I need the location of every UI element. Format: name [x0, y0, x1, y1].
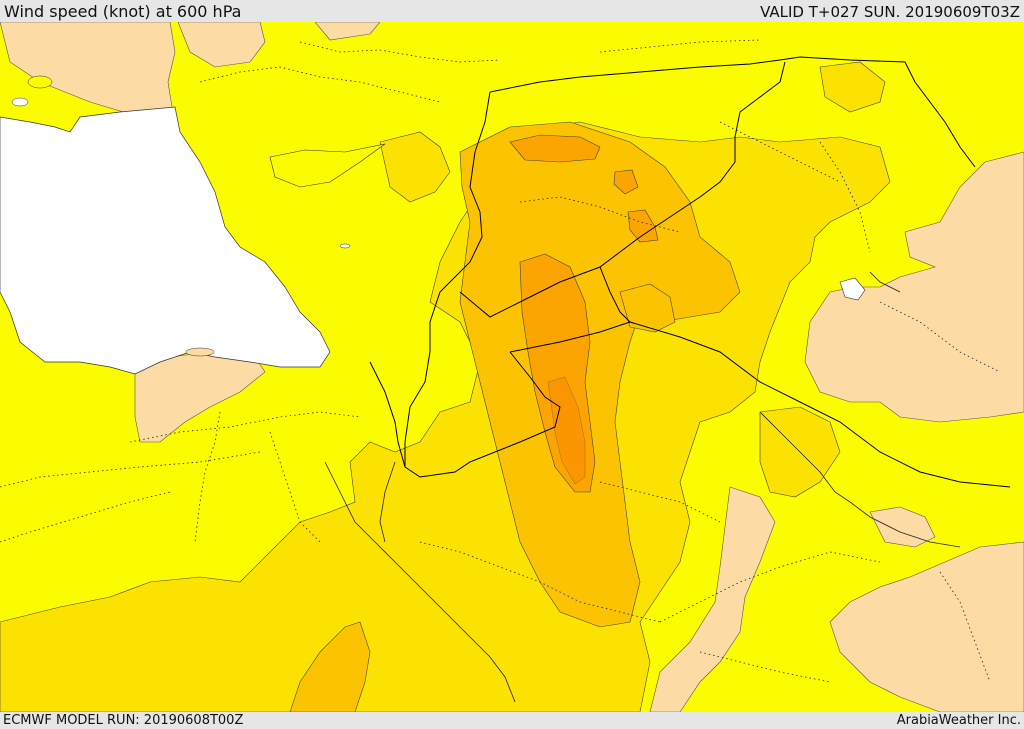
valid-time: VALID T+027 SUN. 20190609T03Z [760, 3, 1020, 21]
lake-small [339, 243, 351, 249]
lake-urmia [839, 277, 866, 301]
low-band-north-turkey-2 [177, 22, 266, 68]
mediterranean-sea [0, 106, 331, 375]
coastlines [324, 271, 961, 703]
low-band-gulf-east [829, 541, 1024, 712]
band-2-levant-coast [379, 131, 451, 203]
band-4-east-small [613, 169, 639, 195]
country-borders [369, 56, 1011, 488]
low-band-north-small [314, 22, 381, 41]
aegean-island-2 [11, 97, 29, 107]
map-title: Wind speed (knot) at 600 hPa [4, 2, 242, 21]
footer-bar: ECMWF MODEL RUN: 20190608T00Z ArabiaWeat… [0, 712, 1024, 729]
region-boundaries [0, 39, 1001, 683]
low-band-gulf-patch [869, 506, 936, 548]
band-2-north-east [819, 61, 886, 113]
low-band-saudi-east [649, 486, 776, 712]
low-band-iran [804, 151, 1024, 423]
band-3-south-west [289, 621, 371, 712]
cyprus-island [269, 143, 386, 188]
credit-label: ArabiaWeather Inc. [896, 713, 1021, 728]
aegean-island-1 [27, 75, 53, 89]
wind-speed-map[interactable] [0, 22, 1024, 712]
band-3-core [459, 121, 741, 628]
band-4-east-small-2 [627, 209, 659, 243]
band-5-core [547, 376, 586, 485]
crete-island [185, 347, 215, 357]
model-run-label: ECMWF MODEL RUN: 20190608T00Z [3, 713, 244, 728]
band-4-north [509, 134, 601, 163]
band-3-east-patch [619, 283, 676, 333]
header-bar: Wind speed (knot) at 600 hPa VALID T+027… [0, 0, 1024, 22]
